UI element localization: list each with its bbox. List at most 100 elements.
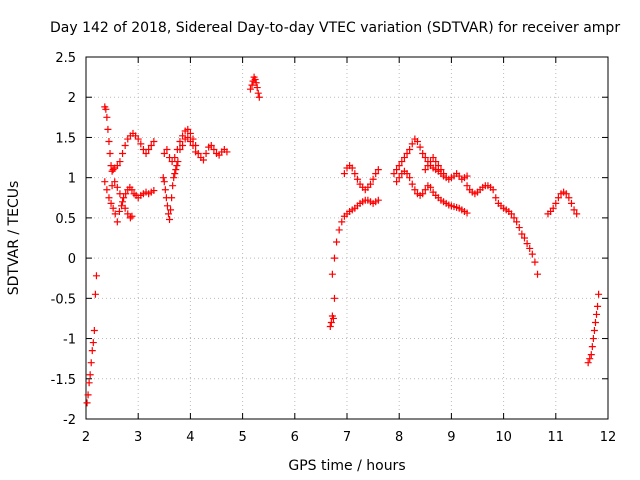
data-point [366,180,374,188]
data-point [463,182,471,190]
data-point [411,186,419,194]
data-point [168,194,176,202]
data-point [89,339,97,347]
data-point [86,371,94,379]
data-point [184,133,192,141]
chart-title: Day 142 of 2018, Sidereal Day-to-day VTE… [50,20,620,36]
data-point [83,399,91,407]
data-point [87,359,95,367]
data-point [169,182,177,190]
data-point [424,162,432,170]
data-point [520,234,528,242]
series-seg-i [328,196,382,278]
data-point [567,199,575,207]
data-point [565,194,573,202]
data-point [137,140,145,148]
data-point [434,162,442,170]
series-seg-n [463,182,542,278]
data-point [416,143,424,151]
data-point [351,170,359,178]
data-point [207,141,215,149]
series-seg-b [101,178,158,226]
data-point [333,238,341,246]
data-point [421,186,429,194]
data-point [403,170,411,178]
data-point [492,194,500,202]
data-point [408,180,416,188]
data-point [255,93,263,101]
data-point [246,85,254,93]
x-tick-label: 2 [82,430,90,445]
data-point [186,137,194,145]
data-point [147,141,155,149]
data-point [111,178,119,186]
x-tick-label: 9 [447,430,455,445]
data-point [429,154,437,162]
data-point [172,166,180,174]
series-seg-m [421,154,448,178]
data-point [116,190,124,198]
data-point [440,170,448,178]
data-point [549,204,557,212]
data-point [330,294,338,302]
data-point [584,359,592,367]
x-tick-label: 5 [238,430,246,445]
data-point [374,196,382,204]
data-point [437,166,445,174]
data-point [210,146,218,154]
data-point [340,170,348,178]
y-tick-label: 1.5 [55,131,76,146]
data-point [400,154,408,162]
data-point [109,166,117,174]
data-point [406,174,414,182]
data-point [163,146,171,154]
data-point [593,310,601,318]
data-point [171,170,179,178]
data-point [395,162,403,170]
data-point [150,187,158,195]
series-seg-c [108,178,136,222]
data-point [184,125,192,133]
data-point [252,79,260,87]
data-point [421,166,429,174]
y-tick-label: 0.5 [55,212,76,227]
data-point [115,207,123,215]
data-point [128,186,136,194]
data-point [113,218,121,226]
data-point [330,254,338,262]
data-point [587,351,595,359]
data-point [534,270,542,278]
data-point [421,154,429,162]
data-point [161,186,169,194]
x-tick-label: 11 [548,430,565,445]
data-point [419,190,427,198]
series-seg-k [390,135,471,183]
data-point [176,137,184,145]
data-point [507,210,515,218]
data-point [393,178,401,186]
data-point [159,174,167,182]
y-tick-label: 2.5 [55,51,76,66]
y-tick-label: -0.5 [51,292,76,307]
data-point [395,174,403,182]
data-point [329,314,337,322]
series-seg-early-neg [83,272,100,407]
data-point [254,89,262,97]
data-point [326,322,334,330]
data-point [92,272,100,280]
data-point [145,146,153,154]
data-point [372,170,380,178]
x-tick-label: 6 [291,430,299,445]
data-point [171,154,179,162]
data-point [223,148,231,156]
data-point [202,150,210,158]
data-point [84,391,92,399]
data-point [173,162,181,170]
x-tick-label: 12 [600,430,617,445]
data-point [176,146,184,154]
y-axis-label: SDTVAR / TECUs [6,181,22,296]
data-point [489,186,497,194]
data-point [531,258,539,266]
series-seg-l [393,167,471,217]
x-axis-label: GPS time / hours [288,458,405,474]
